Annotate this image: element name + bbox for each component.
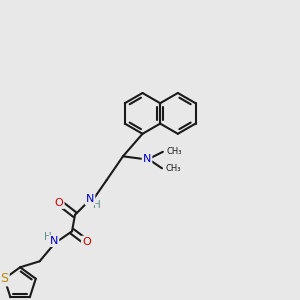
Text: H: H xyxy=(93,200,101,210)
Text: O: O xyxy=(55,198,64,208)
Text: O: O xyxy=(82,237,91,247)
Text: N: N xyxy=(50,236,58,246)
Text: N: N xyxy=(143,154,151,164)
Text: CH₃: CH₃ xyxy=(167,147,182,156)
Text: CH₃: CH₃ xyxy=(166,164,181,173)
Text: N: N xyxy=(86,194,94,204)
Text: H: H xyxy=(44,232,52,242)
Text: S: S xyxy=(0,272,8,285)
